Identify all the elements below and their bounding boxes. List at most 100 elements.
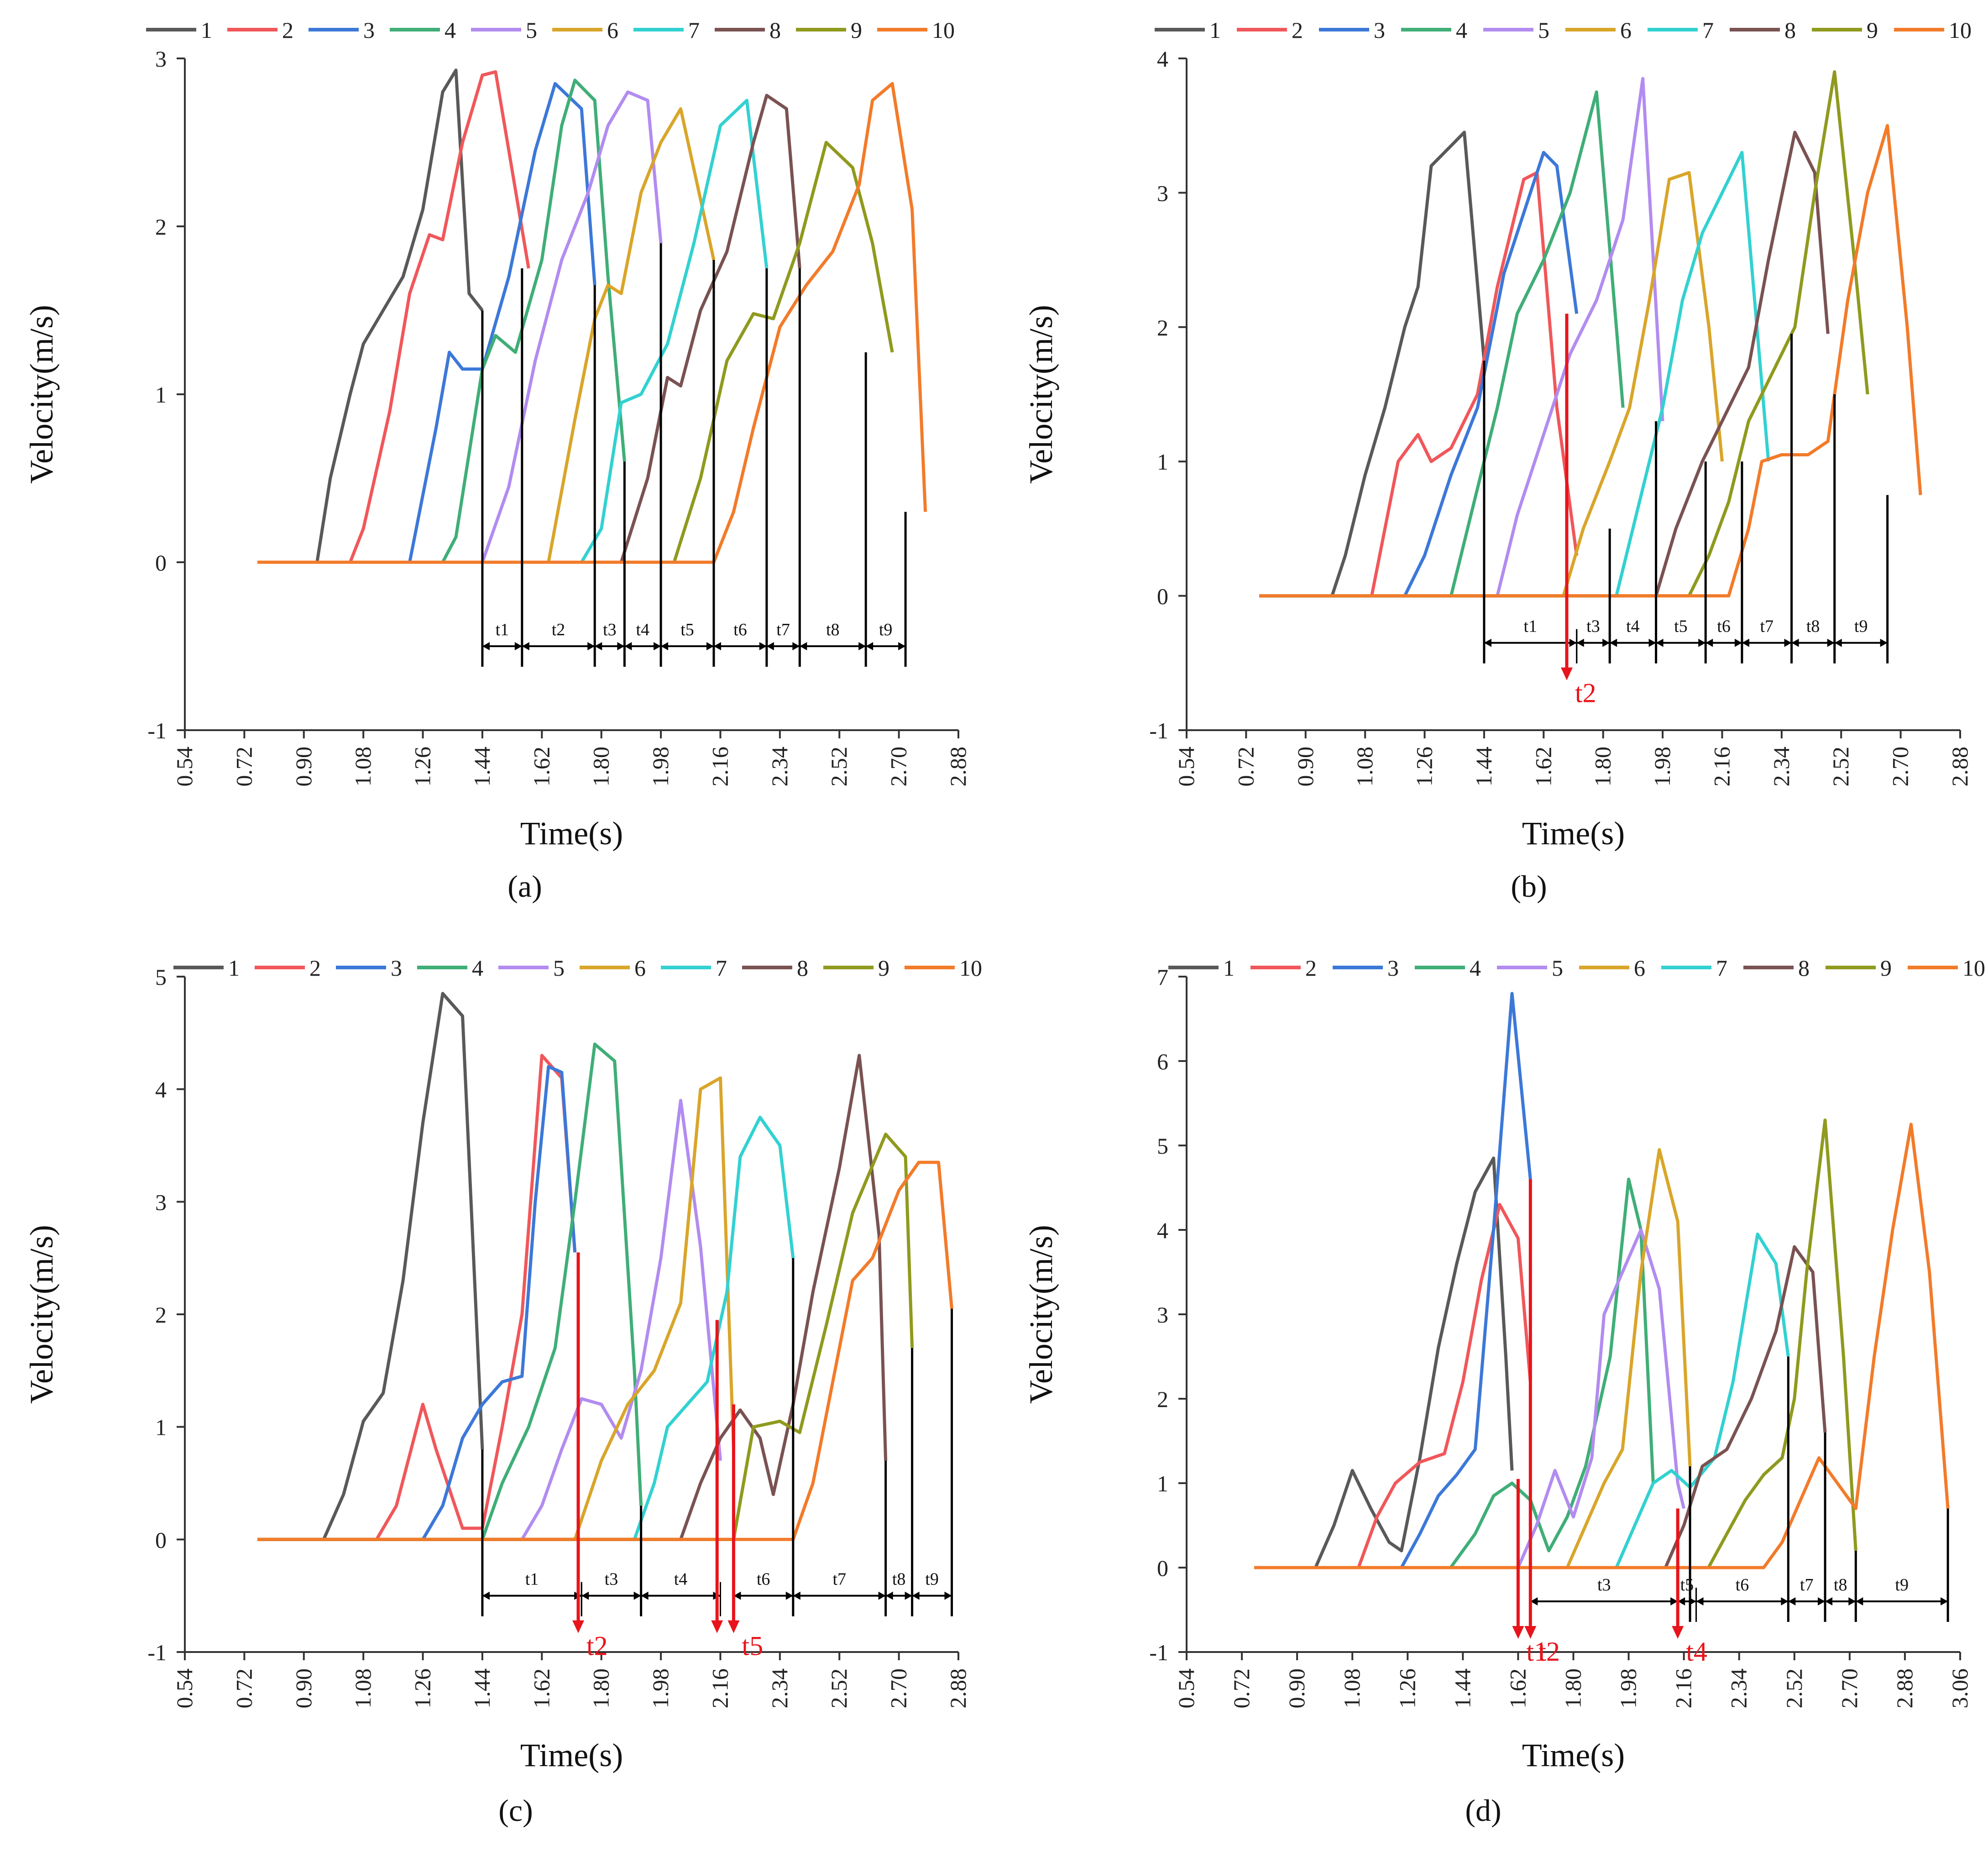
y-tick-label: 0	[1157, 1555, 1168, 1581]
x-axis-title: Time(s)	[520, 815, 623, 852]
x-tick-label: 2.52	[1828, 747, 1853, 787]
interval-arrowhead-right	[1569, 638, 1577, 647]
interval-arrowhead-left	[595, 642, 602, 650]
interval-arrowhead-left	[800, 642, 807, 650]
interval-arrowhead-left	[522, 642, 529, 650]
y-tick-label: 4	[155, 1077, 167, 1103]
x-tick-label: 2.88	[945, 1668, 971, 1709]
x-tick-label: 0.72	[231, 1668, 256, 1709]
interval-arrowhead-left	[1530, 1597, 1538, 1605]
interval-arrowhead-left	[1656, 638, 1664, 647]
legend-label: 4	[1470, 955, 1481, 981]
interval-arrowhead-right	[1698, 638, 1706, 647]
x-tick-label: 0.90	[291, 747, 316, 787]
x-tick-label: 1.80	[1590, 747, 1616, 787]
panel-caption: (a)	[507, 869, 542, 904]
interval-arrowhead-right	[587, 642, 595, 650]
x-tick-label: 2.16	[707, 1668, 732, 1709]
interval-arrowhead-left	[793, 1591, 800, 1600]
interval-label: t7	[776, 620, 790, 639]
interval-arrowhead-right	[858, 642, 866, 650]
highlight-arrowhead	[711, 1620, 723, 1633]
series-line-6	[1254, 1148, 1692, 1569]
x-tick-label: 2.88	[945, 747, 971, 787]
x-axis-title: Time(s)	[520, 1737, 623, 1773]
y-tick-label: 3	[1157, 180, 1168, 206]
interval-label: t9	[1895, 1575, 1909, 1595]
legend-label: 1	[1209, 17, 1221, 43]
x-tick-label: 2.16	[1671, 1668, 1696, 1709]
y-tick-label: 3	[1157, 1302, 1168, 1328]
series-line-6	[257, 1076, 735, 1541]
interval-label: t2	[552, 620, 565, 639]
y-tick-label: 2	[155, 1302, 167, 1328]
y-tick-label: -1	[147, 1640, 167, 1665]
legend-label: 8	[797, 955, 808, 981]
y-tick-label: 6	[1157, 1049, 1168, 1074]
legend-label: 6	[607, 17, 618, 43]
y-tick-label: 3	[155, 46, 167, 72]
interval-arrowhead-right	[1848, 1597, 1856, 1605]
interval-arrowhead-right	[1670, 1597, 1678, 1605]
series-line-2	[257, 1054, 577, 1541]
x-tick-label: 1.80	[1560, 1668, 1586, 1709]
legend-label: 3	[363, 17, 375, 43]
x-tick-label: 3.06	[1947, 1668, 1972, 1709]
interval-label: t1	[496, 620, 509, 639]
interval-label: t9	[925, 1570, 939, 1589]
panel-b-chart: -1 0 1 2 3 4 0.54 0.72 0.90 1.08 1.26 1.44 1.62 1.80 1…	[1023, 17, 1972, 904]
interval-arrowhead-left	[1705, 638, 1713, 647]
interval-label: t6	[1736, 1575, 1749, 1595]
interval-label: t4	[636, 620, 649, 639]
interval-arrowhead-left	[1825, 1597, 1833, 1605]
y-tick-label: -1	[147, 718, 167, 743]
highlight-label: t4	[1686, 1637, 1707, 1667]
legend-label: 9	[1867, 17, 1878, 43]
interval-arrowhead-left	[1576, 638, 1584, 647]
x-tick-label: 1.08	[1352, 747, 1377, 787]
interval-label: t3	[603, 620, 617, 639]
series-line-1	[257, 68, 484, 564]
interval-arrowhead-right	[759, 642, 767, 650]
highlight-arrowhead	[1561, 667, 1573, 680]
y-tick-label: 5	[1157, 1133, 1168, 1159]
y-tick-label: 3	[155, 1189, 167, 1215]
series-line-9	[1254, 1119, 1857, 1569]
y-tick-label: 0	[155, 550, 167, 575]
interval-label: t8	[892, 1570, 906, 1589]
interval-arrowhead-right	[944, 1591, 952, 1600]
series-line-7	[257, 99, 769, 564]
series-line-10	[1259, 124, 1922, 598]
series-line-10	[1254, 1123, 1950, 1569]
x-tick-label: 0.72	[1229, 1668, 1254, 1709]
legend-label: 2	[282, 17, 293, 43]
y-tick-label: 2	[155, 214, 167, 240]
legend-label: 2	[1305, 955, 1317, 981]
interval-arrowhead-left	[733, 1591, 741, 1600]
interval-label: t5	[680, 620, 694, 639]
x-tick-label: 0.72	[231, 747, 256, 787]
legend-label: 4	[472, 955, 483, 981]
y-tick-label: 0	[1157, 584, 1168, 609]
interval-arrowhead-left	[1791, 638, 1799, 647]
legend-label: 7	[1702, 17, 1714, 43]
x-tick-label: 1.08	[1339, 1668, 1365, 1709]
legend-label: 5	[553, 955, 565, 981]
interval-arrowhead-left	[581, 1591, 589, 1600]
interval-arrowhead-right	[1689, 1597, 1696, 1605]
interval-label: t9	[1854, 617, 1868, 636]
interval-label: t3	[1597, 1575, 1611, 1595]
interval-arrowhead-right	[1818, 1597, 1826, 1605]
x-tick-label: 0.72	[1233, 747, 1258, 787]
x-tick-label: 1.98	[1616, 1668, 1641, 1709]
interval-label: t8	[1834, 1575, 1847, 1595]
x-tick-label: 2.70	[1836, 1668, 1862, 1709]
interval-arrowhead-right	[1734, 638, 1742, 647]
x-tick-label: 0.90	[1292, 747, 1318, 787]
x-tick-label: 1.44	[1449, 1668, 1475, 1709]
interval-label: t6	[1717, 617, 1731, 636]
legend-label: 10	[1949, 17, 1972, 43]
interval-arrowhead-left	[1788, 1597, 1796, 1605]
panel-a-chart: -1 0 1 2 3 0.54 0.72 0.90 1.08 1.26 1.44 1.62 1.80 1.…	[23, 17, 971, 904]
interval-arrowhead-right	[1784, 638, 1792, 647]
